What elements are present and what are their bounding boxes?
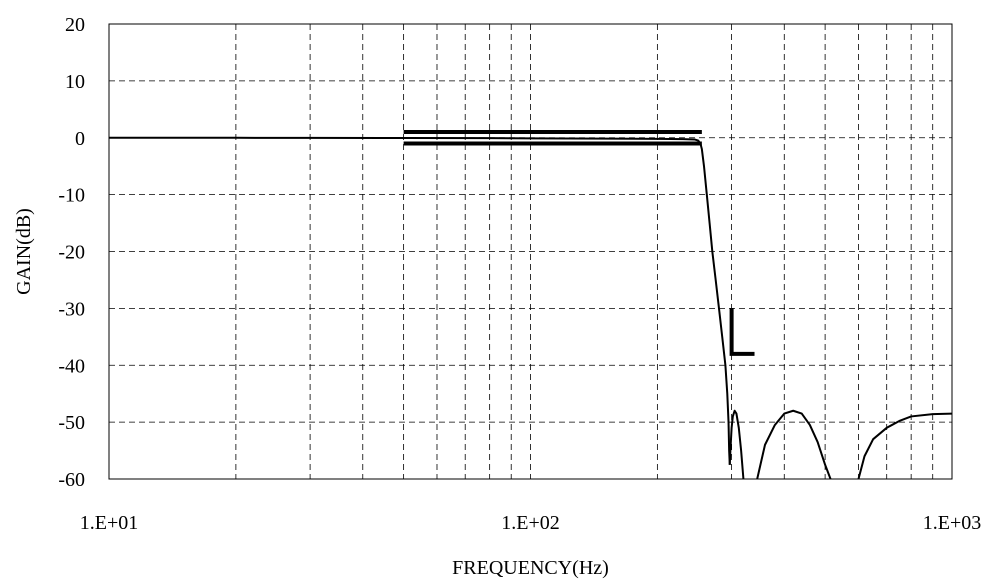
y-axis-title: GAIN(dB) — [13, 208, 35, 295]
gain-curve — [728, 409, 745, 479]
y-tick-label: 20 — [65, 14, 85, 36]
y-tick-label: 10 — [65, 71, 85, 93]
y-tick-label: -10 — [58, 185, 85, 207]
plot-frame — [108, 23, 953, 480]
gain-curve — [109, 136, 731, 465]
x-tick-label: 1.E+03 — [923, 512, 982, 534]
y-tick-label: -30 — [58, 298, 85, 320]
x-axis-title: FREQUENCY(Hz) — [452, 557, 609, 579]
y-tick-label: -20 — [58, 242, 85, 264]
y-tick-label: 0 — [75, 128, 85, 150]
tick-labels: 20 10 0 -10 -20 -30 -40 -50 -60 1.E+01 1.E+02 1.E+0… — [58, 14, 981, 534]
x-tick-label: 1.E+02 — [501, 512, 560, 534]
y-tick-label: -60 — [58, 469, 85, 491]
y-tick-label: -40 — [58, 355, 85, 377]
grid — [109, 24, 952, 479]
spec-limit-line — [729, 308, 755, 356]
gain-curve — [756, 409, 832, 479]
gain-curve — [857, 412, 952, 479]
y-tick-label: -50 — [58, 412, 85, 434]
data-layer — [109, 130, 952, 479]
x-tick-label: 1.E+01 — [80, 512, 139, 534]
